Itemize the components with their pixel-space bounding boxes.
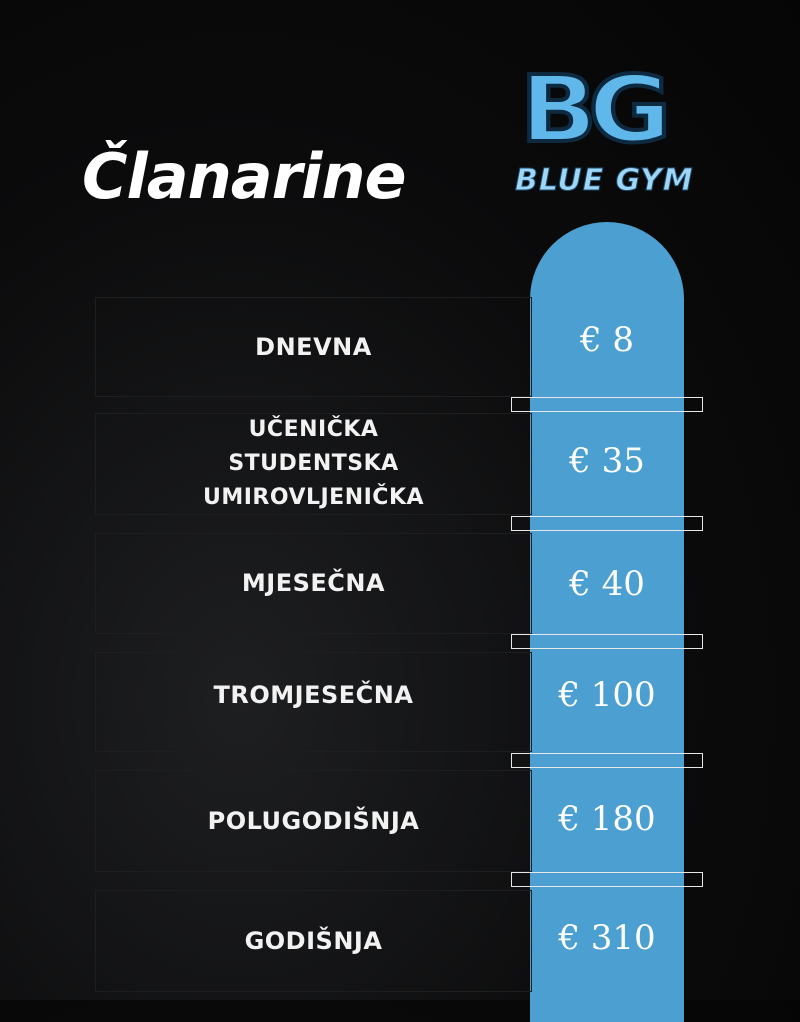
separator	[511, 753, 703, 768]
membership-price: € 8	[579, 320, 635, 360]
membership-row-polugodisnja: POLUGODIŠNJA	[95, 770, 532, 872]
membership-row-mjesecna: MJESEČNA	[95, 533, 532, 634]
membership-row-tromjesecna: TROMJESEČNA	[95, 652, 532, 752]
membership-label: MJESEČNA	[241, 569, 386, 597]
price-column	[530, 222, 684, 1022]
blue-gym-logo: BG BLUE GYM	[510, 56, 710, 200]
logo-mark: BG	[518, 56, 674, 163]
membership-label: DNEVNA	[255, 332, 372, 361]
membership-row-dnevna: DNEVNA	[95, 297, 532, 397]
membership-price: € 100	[558, 675, 656, 715]
membership-label: UČENIČKA STUDENTSKA UMIROVLJENIČKA	[202, 417, 425, 510]
membership-price: € 40	[569, 564, 645, 604]
separator	[511, 397, 703, 412]
membership-price: € 310	[558, 918, 656, 958]
membership-price: € 180	[558, 799, 656, 839]
membership-price: € 35	[569, 441, 645, 481]
membership-row-ucenicka: UČENIČKA STUDENTSKA UMIROVLJENIČKA	[95, 413, 532, 515]
membership-label: POLUGODIŠNJA	[207, 806, 420, 835]
logo-text: BLUE GYM	[515, 163, 694, 199]
separator	[511, 872, 703, 887]
membership-label: TROMJESEČNA	[213, 680, 414, 709]
membership-row-godisnja: GODIŠNJA	[95, 890, 532, 992]
page-title: Članarine	[82, 140, 407, 213]
separator	[511, 634, 703, 649]
membership-label: GODIŠNJA	[244, 926, 383, 955]
separator	[511, 516, 703, 531]
